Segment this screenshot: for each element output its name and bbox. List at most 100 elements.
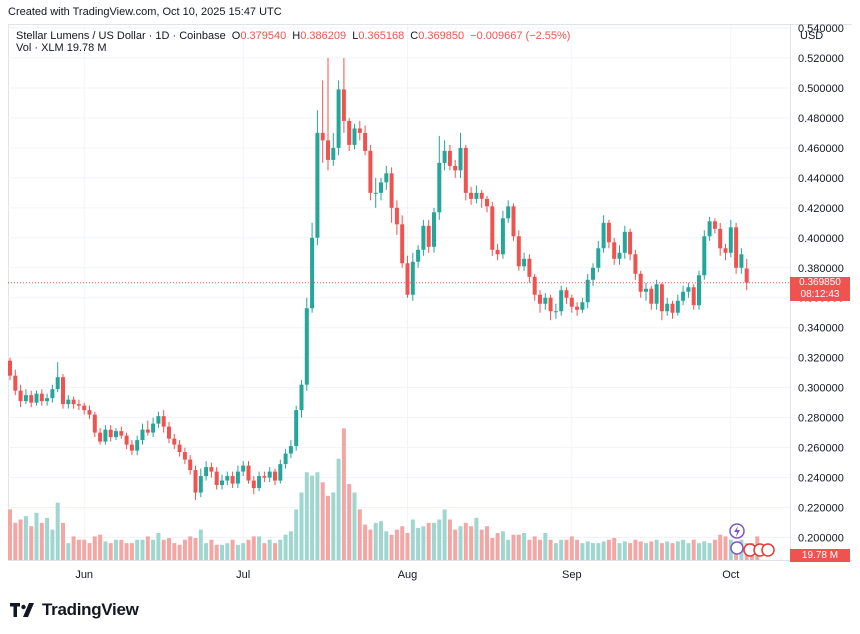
candle-body bbox=[575, 306, 580, 310]
candle-body bbox=[87, 410, 92, 415]
candle-body bbox=[61, 377, 65, 405]
volume-bar bbox=[262, 543, 267, 560]
candle-body bbox=[707, 221, 712, 237]
candle-body bbox=[39, 393, 44, 402]
volume-bar bbox=[124, 543, 129, 560]
candle-body bbox=[469, 192, 474, 199]
x-tick-label: Aug bbox=[398, 569, 418, 581]
candle-body bbox=[569, 297, 574, 307]
volume-bar bbox=[241, 543, 246, 560]
candle-body bbox=[543, 297, 548, 304]
volume-bar bbox=[204, 543, 209, 560]
candle-body bbox=[119, 431, 124, 436]
open-label: O bbox=[231, 30, 241, 42]
volume-bar bbox=[257, 536, 262, 560]
volume-bar bbox=[622, 541, 627, 560]
y-tick-label: 0.200000 bbox=[798, 533, 844, 545]
candle-body bbox=[257, 476, 262, 489]
volume-bar bbox=[538, 539, 542, 560]
candle-body bbox=[352, 128, 357, 145]
volume-bar bbox=[71, 536, 76, 560]
y-tick-label: 0.240000 bbox=[798, 473, 844, 485]
volume-bar bbox=[665, 541, 670, 560]
volume-bar bbox=[511, 534, 516, 560]
volume-bar bbox=[617, 543, 622, 560]
y-tick-label: 0.380000 bbox=[798, 263, 844, 275]
candle-body bbox=[220, 480, 224, 486]
volume-bar bbox=[670, 543, 675, 560]
y-tick-label: 0.480000 bbox=[798, 113, 844, 125]
y-tick-label: 0.300000 bbox=[798, 383, 844, 395]
candle-body bbox=[723, 248, 728, 253]
volume-bar bbox=[177, 544, 182, 560]
volume-bar bbox=[373, 522, 378, 560]
volume-bar bbox=[516, 534, 521, 560]
candle-body bbox=[681, 291, 686, 301]
volume-bar bbox=[447, 519, 452, 560]
candle-body bbox=[522, 258, 527, 267]
volume-bar bbox=[400, 526, 405, 560]
candle-body bbox=[8, 360, 12, 376]
volume-bar bbox=[156, 533, 161, 560]
y-tick-label: 0.440000 bbox=[798, 173, 844, 185]
y-tick-label: 0.320000 bbox=[798, 353, 844, 365]
candle-body bbox=[368, 150, 373, 193]
candle-body bbox=[691, 287, 696, 306]
volume-bar bbox=[299, 492, 304, 560]
volume-bar bbox=[681, 539, 686, 560]
plot-area[interactable] bbox=[8, 24, 790, 561]
candle-body bbox=[739, 254, 744, 268]
candle-body bbox=[410, 261, 415, 295]
open-value: 0.379540 bbox=[240, 30, 287, 42]
candle-body bbox=[601, 222, 606, 249]
candle-body bbox=[341, 89, 346, 121]
volume-bar bbox=[691, 539, 696, 560]
candle-body bbox=[734, 227, 739, 268]
candle-body bbox=[394, 207, 399, 225]
volume-bar bbox=[718, 534, 723, 560]
volume-bar bbox=[506, 539, 511, 560]
volume-bar bbox=[61, 522, 65, 560]
volume-bar bbox=[310, 475, 315, 560]
candle-body bbox=[55, 377, 60, 390]
candle-body bbox=[177, 444, 182, 453]
volume-bar bbox=[161, 539, 166, 560]
volume-bar bbox=[98, 534, 103, 560]
high-value: 0.386209 bbox=[300, 30, 347, 42]
volume-bar bbox=[55, 502, 60, 560]
volume-bar bbox=[50, 529, 55, 560]
volume-bar bbox=[606, 539, 611, 560]
volume-bar bbox=[389, 534, 394, 560]
volume-bar bbox=[363, 524, 368, 560]
candle-body bbox=[235, 471, 240, 484]
volume-bar bbox=[633, 539, 638, 560]
candle-body bbox=[129, 444, 134, 451]
candle-body bbox=[559, 290, 564, 312]
y-tick-label: 0.520000 bbox=[798, 53, 844, 65]
currency-label[interactable]: USD bbox=[800, 30, 824, 42]
volume-bar bbox=[29, 526, 34, 560]
volume-bar bbox=[426, 522, 431, 560]
candle-body bbox=[193, 470, 198, 493]
candle-body bbox=[18, 390, 23, 402]
volume-bar bbox=[182, 539, 187, 560]
candle-body bbox=[553, 311, 558, 313]
candle-body bbox=[638, 273, 643, 292]
candle-body bbox=[379, 182, 383, 193]
candle-body bbox=[400, 224, 405, 264]
volume-bar bbox=[469, 526, 474, 560]
volume-bar bbox=[707, 543, 712, 560]
volume-bar bbox=[569, 536, 574, 560]
symbol-title[interactable]: Stellar Lumens / US Dollar · 1D · Coinba… bbox=[16, 30, 226, 42]
candle-body bbox=[585, 279, 590, 303]
candle-body bbox=[347, 120, 352, 145]
us-flag-icon bbox=[761, 543, 775, 557]
countdown-value: 08:12:43 bbox=[800, 288, 840, 300]
tradingview-logo[interactable]: TradingView bbox=[10, 600, 139, 620]
candle-body bbox=[273, 471, 277, 481]
x-tick-label: Oct bbox=[722, 569, 739, 581]
volume-bar bbox=[331, 492, 336, 560]
volume-label[interactable]: Vol · XLM bbox=[16, 42, 64, 54]
